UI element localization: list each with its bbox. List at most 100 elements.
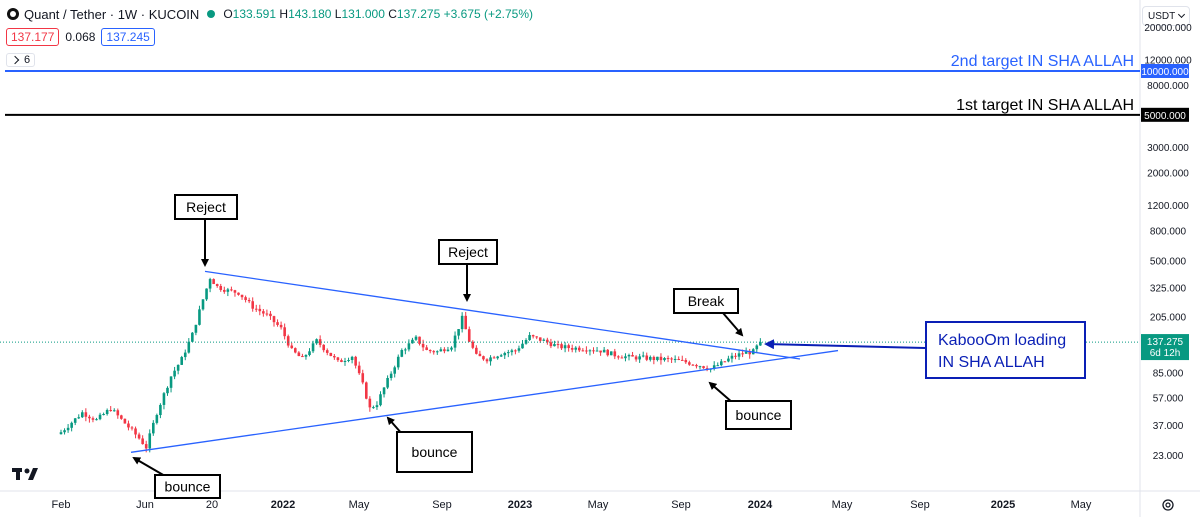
y-tick-label: 20000.000 bbox=[1144, 23, 1192, 34]
candle bbox=[247, 297, 251, 304]
buy-price-button[interactable]: 137.245 bbox=[101, 28, 155, 46]
candle-body bbox=[208, 279, 212, 289]
candle bbox=[336, 356, 340, 362]
candle bbox=[680, 355, 684, 361]
candle-body bbox=[570, 348, 574, 350]
candle bbox=[748, 348, 751, 359]
target-price-badge-1 bbox=[1141, 64, 1189, 78]
candle-body bbox=[734, 355, 737, 357]
candle-body bbox=[450, 347, 453, 350]
candle-body bbox=[521, 343, 524, 349]
candle bbox=[418, 336, 421, 346]
gear-ring bbox=[1162, 499, 1174, 511]
candle-body bbox=[492, 357, 496, 359]
candle bbox=[453, 331, 457, 352]
gear-icon[interactable] bbox=[1162, 499, 1174, 511]
candle-body bbox=[340, 360, 343, 363]
candle-body bbox=[265, 313, 269, 315]
candle-body bbox=[77, 417, 81, 419]
candle bbox=[230, 286, 233, 292]
candle bbox=[286, 334, 290, 348]
x-tick-label: 2024 bbox=[748, 499, 773, 511]
candle bbox=[755, 344, 759, 353]
candle-body bbox=[134, 428, 137, 435]
candle-body bbox=[514, 350, 517, 352]
candle-body bbox=[123, 418, 127, 424]
candle-body bbox=[283, 327, 286, 337]
candle bbox=[180, 355, 183, 366]
candle-body bbox=[286, 336, 290, 346]
candle-body bbox=[727, 358, 730, 362]
candle-body bbox=[159, 404, 162, 416]
sell-price-button[interactable]: 137.177 bbox=[6, 28, 60, 46]
candle-body bbox=[350, 356, 354, 361]
candle bbox=[215, 283, 219, 288]
candle-body bbox=[102, 414, 105, 416]
candle bbox=[98, 412, 102, 421]
symbol-title[interactable]: Quant / Tether · 1W · KUCOIN bbox=[24, 6, 200, 22]
y-tick-label: 3000.000 bbox=[1147, 143, 1189, 154]
candle-body bbox=[411, 339, 414, 344]
candle-body bbox=[141, 438, 144, 445]
candle-body bbox=[393, 367, 396, 374]
candle-body bbox=[588, 350, 592, 352]
candle-body bbox=[386, 377, 389, 388]
break-box bbox=[673, 288, 739, 314]
reject-1-label: Reject bbox=[186, 199, 226, 215]
candle bbox=[276, 319, 279, 327]
candle bbox=[585, 346, 588, 354]
candle bbox=[581, 348, 585, 352]
candle-body bbox=[578, 347, 581, 351]
candle bbox=[602, 346, 606, 353]
candle bbox=[645, 352, 649, 362]
upper-triangle-line bbox=[204, 270, 801, 360]
candle bbox=[570, 344, 574, 353]
candle-body bbox=[294, 348, 297, 353]
x-tick-label: May bbox=[1071, 499, 1092, 511]
candle-body bbox=[212, 279, 215, 285]
candle bbox=[294, 347, 297, 354]
candle-body bbox=[595, 350, 599, 352]
candle-body bbox=[322, 344, 325, 351]
candle-body bbox=[91, 418, 95, 420]
candle-body bbox=[634, 356, 638, 360]
candle bbox=[460, 312, 464, 333]
candle-body bbox=[375, 405, 379, 408]
x-tick-label: 2022 bbox=[271, 499, 295, 511]
candle bbox=[720, 359, 723, 367]
candle bbox=[237, 292, 240, 296]
candle-body bbox=[318, 339, 322, 345]
chart-header: Quant / Tether · 1W · KUCOIN O133.591 H1… bbox=[6, 3, 533, 25]
candle bbox=[599, 350, 602, 356]
candle bbox=[609, 351, 613, 356]
candle bbox=[514, 349, 517, 355]
candle bbox=[169, 376, 173, 393]
candle-body bbox=[475, 347, 478, 354]
indicators-toggle[interactable]: 6 bbox=[6, 53, 36, 67]
reject-2-box bbox=[438, 239, 498, 265]
candle-body bbox=[627, 355, 631, 357]
candle-body bbox=[343, 361, 347, 363]
candle bbox=[347, 357, 350, 363]
currency-select[interactable]: USDT bbox=[1142, 6, 1190, 26]
candle bbox=[375, 401, 379, 410]
candle bbox=[471, 340, 475, 350]
candle-body bbox=[112, 410, 116, 412]
reject-2-label: Reject bbox=[448, 244, 488, 260]
x-tick-label: 2023 bbox=[508, 499, 532, 511]
candle bbox=[262, 309, 265, 317]
candle-body bbox=[272, 316, 276, 323]
candle bbox=[240, 294, 244, 300]
logo-dot bbox=[24, 468, 30, 474]
logo-slash bbox=[28, 468, 38, 480]
candle bbox=[492, 355, 496, 359]
candle-body bbox=[645, 355, 649, 360]
candle-body bbox=[258, 308, 262, 312]
candle bbox=[649, 355, 652, 362]
candle-body bbox=[471, 341, 475, 348]
candle bbox=[624, 353, 627, 362]
candle bbox=[354, 355, 357, 369]
candle-body bbox=[567, 345, 570, 349]
candle-body bbox=[187, 341, 191, 353]
